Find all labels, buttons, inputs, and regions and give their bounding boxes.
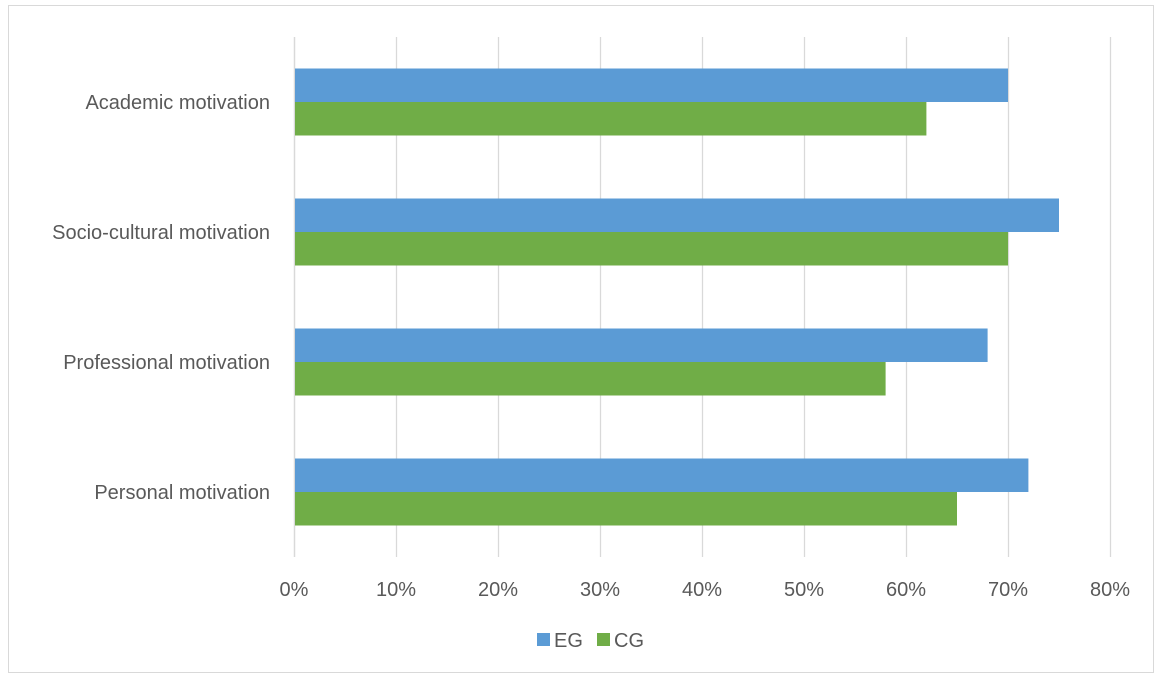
category-label: Personal motivation — [94, 482, 270, 504]
legend: EG CG — [537, 630, 644, 652]
x-axis-tick-labels: 0% 10% 20% 30% 40% 50% 60% 70% 80% — [280, 579, 1131, 601]
bar-cg-1 — [295, 232, 1008, 266]
legend-swatch-eg — [537, 633, 550, 646]
bar-eg-2 — [295, 328, 988, 362]
bars — [295, 68, 1059, 526]
x-tick-label: 10% — [376, 579, 416, 601]
bar-eg-1 — [295, 198, 1059, 232]
bar-eg-3 — [295, 458, 1029, 492]
bar-eg-0 — [295, 68, 1008, 102]
x-tick-label: 70% — [988, 579, 1028, 601]
x-tick-label: 40% — [682, 579, 722, 601]
x-tick-label: 50% — [784, 579, 824, 601]
x-tick-label: 60% — [886, 579, 926, 601]
category-label: Socio-cultural motivation — [52, 222, 270, 244]
x-tick-label: 20% — [478, 579, 518, 601]
x-tick-label: 0% — [280, 579, 309, 601]
legend-swatch-cg — [597, 633, 610, 646]
bar-cg-2 — [295, 362, 886, 396]
legend-label-cg: CG — [614, 630, 644, 652]
category-label: Professional motivation — [63, 352, 270, 374]
x-tick-label: 30% — [580, 579, 620, 601]
bar-cg-0 — [295, 102, 927, 136]
bar-cg-3 — [295, 492, 957, 526]
category-label: Academic motivation — [85, 92, 270, 114]
x-tick-label: 80% — [1090, 579, 1130, 601]
legend-label-eg: EG — [554, 630, 583, 652]
category-labels: Academic motivation Socio-cultural motiva… — [52, 92, 270, 504]
